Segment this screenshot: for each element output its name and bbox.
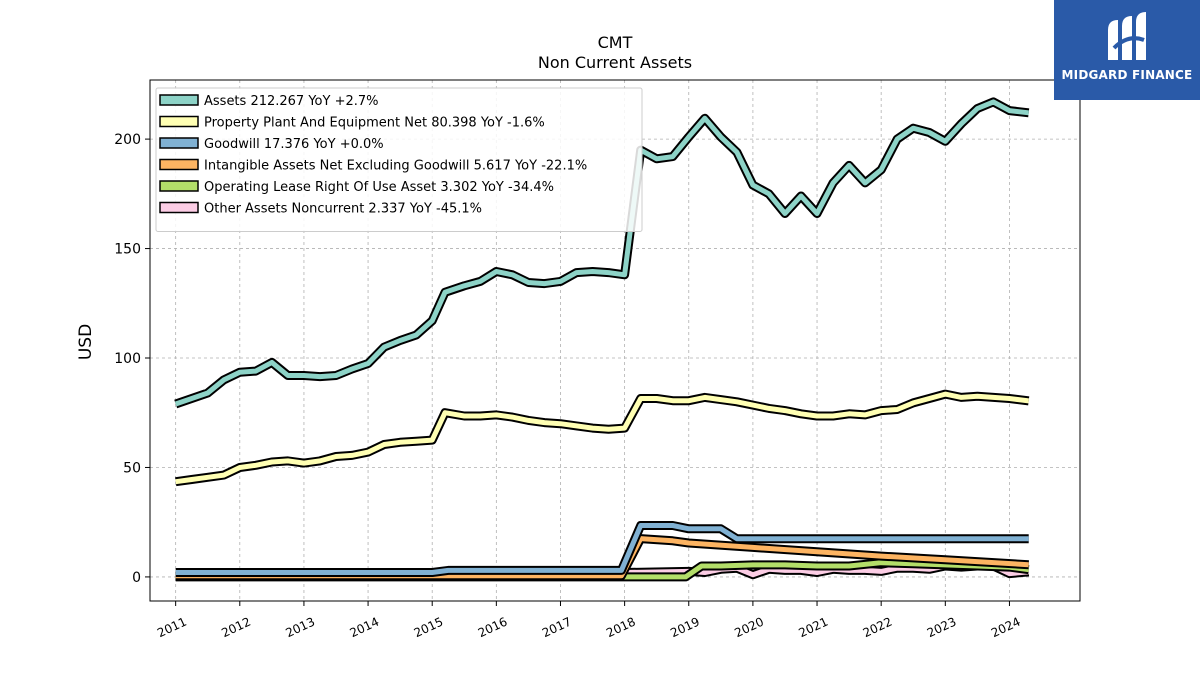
midgard-logo-icon bbox=[1108, 12, 1146, 60]
x-tick-label: 2014 bbox=[348, 615, 382, 641]
chart-title: CMT bbox=[598, 33, 633, 52]
legend-swatch bbox=[159, 158, 199, 171]
chart-subtitle: Non Current Assets bbox=[538, 53, 692, 72]
x-tick-label: 2019 bbox=[668, 615, 702, 641]
y-tick-label: 150 bbox=[114, 242, 141, 258]
grid bbox=[150, 80, 1080, 601]
logo-text: MIDGARD FINANCE bbox=[1061, 68, 1193, 82]
midgard-logo: MIDGARD FINANCE bbox=[1054, 0, 1200, 100]
series-lines bbox=[174, 97, 1030, 582]
x-tick-label: 2018 bbox=[604, 615, 638, 641]
y-tick-label: 0 bbox=[132, 570, 141, 586]
x-tick-label: 2011 bbox=[155, 615, 189, 641]
legend-swatch bbox=[159, 180, 199, 192]
y-tick-label: 200 bbox=[114, 132, 141, 148]
x-tick-label: 2016 bbox=[476, 615, 510, 641]
series-line-fill bbox=[174, 99, 1029, 407]
series-line bbox=[175, 389, 1030, 487]
legend-box bbox=[155, 87, 643, 232]
legend-swatch bbox=[159, 94, 199, 106]
plot-area bbox=[149, 79, 1081, 602]
legend-entry: Property Plant And Equipment Net 80.398 … bbox=[204, 116, 545, 131]
legend-entry: Intangible Assets Net Excluding Goodwill… bbox=[204, 159, 587, 174]
legend-entry: Goodwill 17.376 YoY +0.0% bbox=[204, 137, 384, 152]
series-line bbox=[174, 97, 1030, 409]
x-tick-label: 2024 bbox=[989, 615, 1023, 641]
x-tick-label: 2021 bbox=[797, 615, 831, 641]
x-tick-label: 2020 bbox=[732, 615, 766, 641]
y-tick-label: 50 bbox=[123, 460, 141, 476]
legend-entry: Operating Lease Right Of Use Asset 3.302… bbox=[204, 180, 554, 195]
y-axis-label: USD bbox=[76, 324, 96, 360]
x-tick-label: 2017 bbox=[540, 615, 574, 641]
series-line-fill bbox=[175, 391, 1030, 485]
x-tick-label: 2012 bbox=[219, 615, 253, 641]
x-tick-label: 2022 bbox=[861, 615, 895, 641]
legend-swatch bbox=[159, 115, 199, 128]
legend-entry: Other Assets Noncurrent 2.337 YoY -45.1% bbox=[204, 202, 482, 217]
legend-swatch bbox=[159, 201, 199, 214]
series-line-fill bbox=[175, 523, 1029, 575]
x-tick-label: 2013 bbox=[283, 615, 317, 641]
legend[interactable]: Assets 212.267 YoY +2.7% Property Plant A… bbox=[155, 87, 643, 232]
x-tick-label: 2023 bbox=[925, 615, 959, 641]
y-tick-label: 100 bbox=[114, 351, 141, 367]
legend-entry: Assets 212.267 YoY +2.7% bbox=[204, 94, 379, 109]
series-line bbox=[175, 521, 1029, 577]
x-tick-label: 2015 bbox=[412, 615, 446, 641]
legend-swatch bbox=[159, 137, 199, 149]
